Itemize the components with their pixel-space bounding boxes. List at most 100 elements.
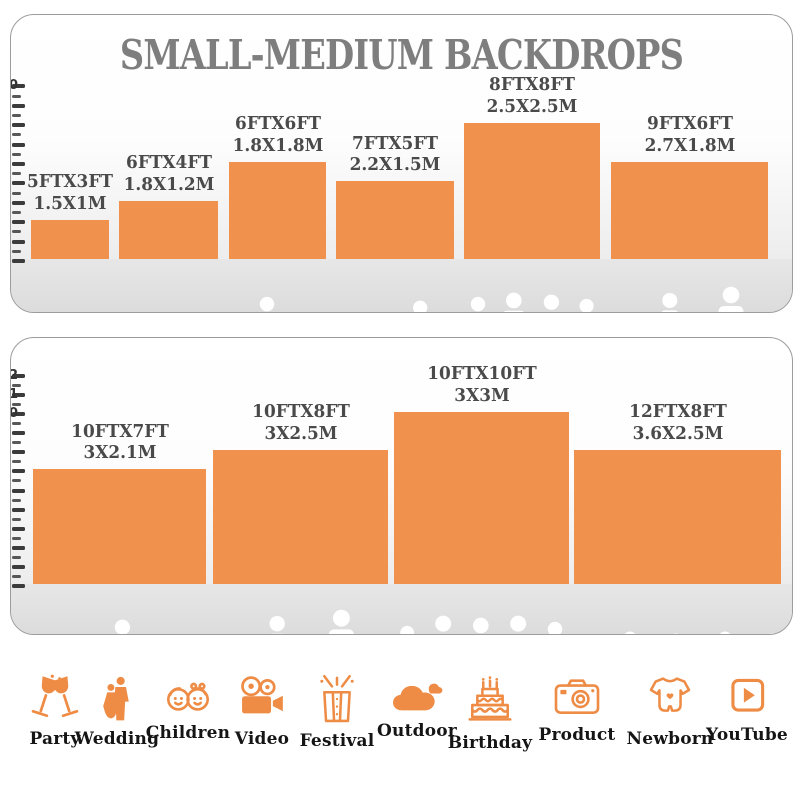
axis-tick [12,259,25,263]
man-silhouette-icon [462,617,500,635]
man-silhouette-icon [533,294,570,313]
size-m-text: 3X2.5M [263,423,338,445]
size-m-text: 1.5X1M [33,193,107,215]
ground-strip [11,584,792,634]
man-silhouette-icon [614,631,646,635]
axis-tick [12,103,25,108]
bar-size-label: 8FTX8FT 2.5X2.5M [487,74,578,118]
panel-small-medium: SMALL-MEDIUM BACKDROPS 12345678910 5FTX3… [10,14,793,313]
children-icon [167,682,209,711]
axis-tick [12,584,25,588]
axis-ruler: 123456789101112 [11,338,792,634]
man-silhouette-icon [321,609,362,635]
category-children: Children [136,672,240,743]
axis-tick [12,181,25,186]
panel-medium-large: 123456789101112 10FTX7FT3X2.1M10FTX8FT3X… [10,337,793,635]
axis-tick [12,526,25,531]
axis-minor-tick [12,460,21,464]
axis-minor-tick [12,133,21,137]
bar-12ftx8ft [574,450,781,584]
bar-8ftx8ft [464,123,600,259]
woman-silhouette-icon [372,312,402,313]
axis-tick [12,123,25,128]
newborn-icon [649,677,691,712]
size-ft-text: 10FTX8FT [251,401,350,423]
axis-tick [12,412,25,417]
category-festival: Festival [285,672,389,751]
man-silhouette-icon [424,615,462,635]
woman-silhouette-icon [651,292,689,313]
size-m-text: 2.2X1.5M [349,154,441,176]
axis-tick [12,564,25,569]
axis-tick [12,545,25,550]
category-newborn: Newborn [618,672,722,749]
bar-size-label: 12FTX8FT 3.6X2.5M [629,401,727,445]
size-m-text: 3X3M [453,385,510,407]
size-m-text: 2.5X2.5M [486,96,578,118]
size-ft-text: 6FTX4FT [125,151,212,173]
category-label: Newborn [626,729,714,749]
category-label: Wedding [74,729,160,749]
youtube-icon [731,678,765,712]
axis-minor-tick [12,94,21,98]
axis-tick [12,373,25,378]
axis-minor-tick [12,574,21,578]
bars-layer: 10FTX7FT 3X2.1M 10FTX8FT 3X2.5M 10FTX10FT 3X3… [11,338,792,634]
axis-minor-tick [12,191,21,195]
bar-10ftx8ft [213,450,388,584]
bar-6ftx6ft [229,162,326,259]
axis-tick [12,507,25,512]
people-silhouettes [611,266,768,313]
man-silhouette-icon [709,631,741,635]
ground-strip [11,259,792,312]
size-m-text: 2.7X1.8M [644,135,735,157]
people-silhouettes [119,266,218,312]
man-silhouette-icon [757,633,788,635]
axis-ruler: 12345678910 [11,15,792,312]
man-silhouette-icon [495,292,533,313]
man-silhouette-icon [403,300,437,313]
video-icon [241,676,283,714]
bar-10ftx10ft [394,412,569,584]
axis-tick [12,239,25,244]
people-silhouettes [33,591,206,635]
size-m-text: 3.6X2.5M [632,423,723,445]
people-silhouettes [336,266,454,313]
bar-size-label: 9FTX6FT 2.7X1.8M [644,113,735,157]
axis-minor-tick [12,172,21,176]
axis-tick [12,488,25,493]
size-ft-text: 6FTX6FT [234,113,321,135]
people-silhouettes [464,266,600,313]
man-silhouette-icon [711,286,751,313]
woman-silhouette-icon [537,621,573,635]
birthday-icon [468,676,512,721]
party-icon [31,674,79,718]
bar-size-label: 6FTX4FT 1.8X1.2M [123,152,214,196]
size-ft-text: 12FTX8FT [628,401,727,423]
axis-tick [12,200,25,205]
category-label: YouTube [706,725,788,745]
festival-icon [320,674,354,723]
bar-size-label: 10FTX10FT 3X3M [427,363,536,407]
man-silhouette-icon [499,615,537,635]
axis-minor-tick [12,383,21,387]
size-ft-text: 10FTX10FT [426,363,537,385]
axis-minor-tick [12,211,21,214]
axis-minor-tick [12,230,21,234]
bar-6ftx4ft [119,200,218,259]
size-ft-text: 10FTX7FT [70,420,169,442]
category-outdoor: Outdoor [365,672,469,741]
woman-silhouette-icon [249,296,285,313]
axis-minor-tick [12,555,21,559]
bar-size-label: 10FTX8FT 3X2.5M [252,401,350,445]
woman-silhouette-icon [390,625,424,635]
axis-minor-tick [12,422,21,426]
axis-tick [12,220,25,225]
category-birthday: Birthday [438,672,542,753]
bar-7ftx5ft [336,181,454,259]
people-silhouettes [574,591,781,635]
axis-minor-tick [12,517,21,521]
bar-10ftx7ft [33,469,206,584]
bar-9ftx6ft [611,162,768,259]
